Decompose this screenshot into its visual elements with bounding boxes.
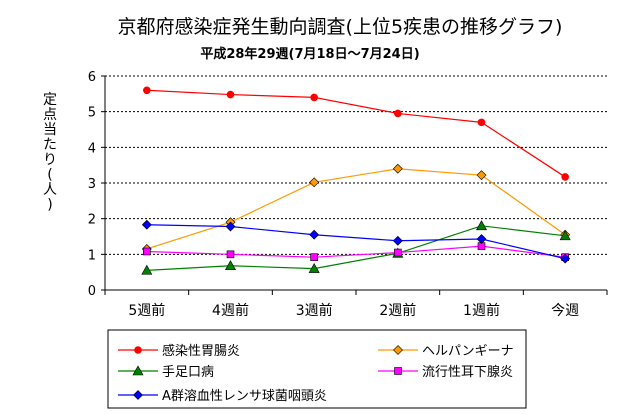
data-point xyxy=(141,219,152,230)
legend-item: 流行性耳下腺炎 xyxy=(378,365,513,380)
x-tick-label: 3週前 xyxy=(296,302,333,319)
data-point xyxy=(392,163,403,174)
data-point xyxy=(476,170,487,181)
axes: 0 1 2 3 4 5 6 5週前 4週前 3週前 2週前 1週前 今週 xyxy=(88,70,608,319)
y-tick-label: 6 xyxy=(88,70,96,85)
legend-label: A群溶血性レンサ球菌咽頭炎 xyxy=(162,389,327,404)
x-tick-label: 4週前 xyxy=(212,302,249,319)
data-point xyxy=(476,234,487,244)
data-point xyxy=(394,248,402,257)
data-point xyxy=(141,264,153,275)
y-tick-label: 2 xyxy=(88,213,96,228)
data-point xyxy=(143,247,151,256)
legend-marker xyxy=(393,345,403,355)
legend-box xyxy=(107,329,527,409)
series-4 xyxy=(143,242,569,261)
series-line xyxy=(146,168,566,250)
x-tick-label: 今週 xyxy=(551,303,579,319)
data-point xyxy=(310,93,318,102)
data-point xyxy=(394,109,402,118)
series-line xyxy=(146,245,566,258)
data-point xyxy=(226,90,235,99)
legend-item: 手足口病 xyxy=(118,365,214,380)
grid xyxy=(105,75,607,255)
data-point xyxy=(477,118,486,127)
legend-marker xyxy=(132,365,144,376)
data-point xyxy=(392,235,403,246)
y-tick-label: 4 xyxy=(88,141,96,156)
data-point xyxy=(309,229,320,240)
legend-label: 流行性耳下腺炎 xyxy=(422,365,513,380)
data-point xyxy=(559,230,571,241)
y-tick-label: 1 xyxy=(88,248,96,263)
plot-area xyxy=(141,86,571,275)
y-tick-label: 3 xyxy=(88,177,96,192)
data-point xyxy=(226,250,235,259)
x-tick-label: 1週前 xyxy=(463,302,500,319)
legend-label: 感染性胃腸炎 xyxy=(162,343,240,359)
legend-marker xyxy=(394,367,402,375)
series-1 xyxy=(143,86,569,181)
legend-item: 感染性胃腸炎 xyxy=(118,343,240,359)
y-axis-label: 定点当たり(人) xyxy=(43,92,57,213)
series-line xyxy=(146,224,566,260)
chart-title: 京都府感染症発生動向調査(上位5疾患の推移グラフ) xyxy=(118,16,563,38)
series-line xyxy=(146,89,566,178)
legend-marker xyxy=(133,390,143,400)
data-point xyxy=(225,221,236,232)
data-point xyxy=(561,173,569,181)
data-point xyxy=(475,220,488,231)
data-point xyxy=(560,253,571,264)
y-tick-label: 5 xyxy=(88,106,96,121)
data-point xyxy=(310,253,318,261)
x-tick-label: 5週前 xyxy=(128,302,165,319)
legend-marker xyxy=(134,346,142,354)
legend-label: ヘルパンギーナ xyxy=(422,344,514,359)
chart-subtitle: 平成28年29週(7月18日～7月24日) xyxy=(200,46,419,62)
series-2 xyxy=(141,163,571,254)
legend-item: A群溶血性レンサ球菌咽頭炎 xyxy=(118,389,327,404)
series-3 xyxy=(141,220,571,275)
series-5 xyxy=(141,219,571,264)
series-line xyxy=(146,225,566,271)
data-point xyxy=(309,177,320,188)
data-point xyxy=(143,86,151,95)
x-tick-label: 2週前 xyxy=(379,302,416,319)
legend-item: ヘルパンギーナ xyxy=(378,344,514,359)
data-point xyxy=(308,262,320,273)
y-tick-label: 0 xyxy=(88,284,96,299)
legend-label: 手足口病 xyxy=(162,365,214,380)
data-point xyxy=(224,260,237,271)
